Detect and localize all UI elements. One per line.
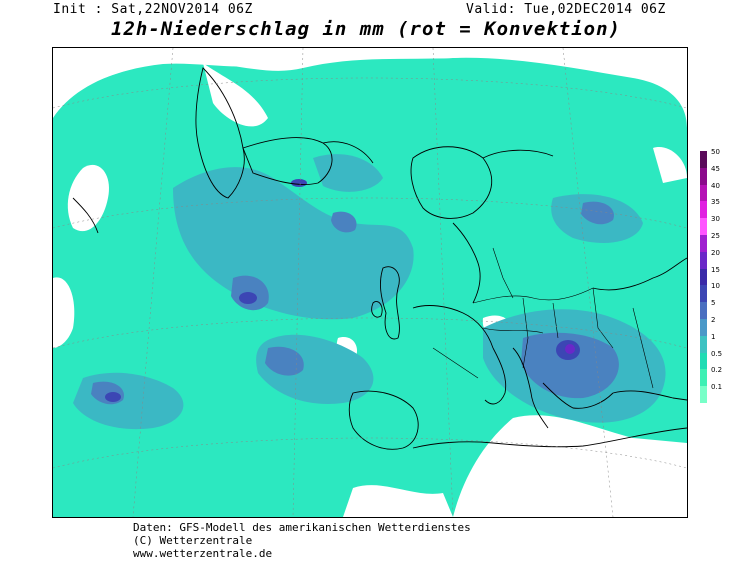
legend-label: 20 [711, 248, 720, 257]
legend-label: 35 [711, 198, 720, 207]
legend-swatch [700, 369, 707, 387]
coastlines [72, 67, 687, 450]
copyright: (C) Wetterzentrale [133, 534, 253, 547]
credits: Daten: GFS-Modell des amerikanischen Wet… [133, 521, 471, 560]
init-time: Init : Sat,22NOV2014 06Z [53, 2, 253, 17]
legend-swatch [700, 184, 707, 202]
legend-swatch [700, 251, 707, 269]
legend-label: 2 [711, 316, 716, 324]
legend-label: 1 [711, 332, 716, 341]
legend-label: 10 [711, 282, 720, 291]
legend-swatch [700, 218, 707, 235]
legend-label: 40 [711, 181, 720, 190]
precipitation-legend: 50 45 40 35 30 25 20 15 10 5 2 1 0.5 0.2 0.1 [700, 147, 732, 407]
legend-label: 15 [711, 265, 720, 274]
graticule [53, 48, 687, 517]
legend-swatch [700, 285, 707, 303]
legend-swatch [700, 167, 707, 185]
legend-swatch [700, 335, 707, 353]
legend-label: 0.5 [711, 349, 723, 358]
legend-label: 0.2 [711, 366, 723, 375]
legend-label: 0.1 [711, 383, 723, 392]
legend-swatch [700, 201, 707, 219]
legend-swatch [700, 302, 707, 319]
legend-swatch [700, 352, 707, 370]
legend-swatch [700, 235, 707, 252]
data-source: Daten: GFS-Modell des amerikanischen Wet… [133, 521, 471, 534]
precipitation-map [52, 47, 688, 518]
map-title: 12h-Niederschlag in mm (rot = Konvektion… [111, 18, 621, 40]
precip-intense-layer [565, 344, 575, 354]
legend-swatch [700, 268, 707, 286]
legend-label: 25 [711, 232, 720, 240]
legend-swatch [700, 151, 707, 168]
legend-label: 50 [711, 148, 720, 156]
legend-label: 5 [711, 299, 716, 308]
country-borders [432, 247, 654, 389]
legend-label: 45 [711, 164, 720, 173]
valid-time: Valid: Tue,02DEC2014 06Z [466, 2, 666, 17]
legend-swatch [700, 386, 707, 403]
legend-swatch [700, 319, 707, 336]
legend-label: 30 [711, 215, 720, 224]
precip-heavy-layer [91, 201, 619, 405]
website-url: www.wetterzentrale.de [133, 547, 273, 560]
